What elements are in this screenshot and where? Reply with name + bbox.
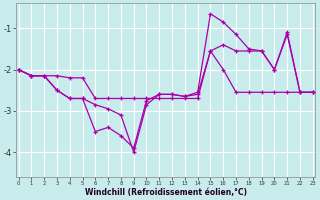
X-axis label: Windchill (Refroidissement éolien,°C): Windchill (Refroidissement éolien,°C) — [85, 188, 247, 197]
